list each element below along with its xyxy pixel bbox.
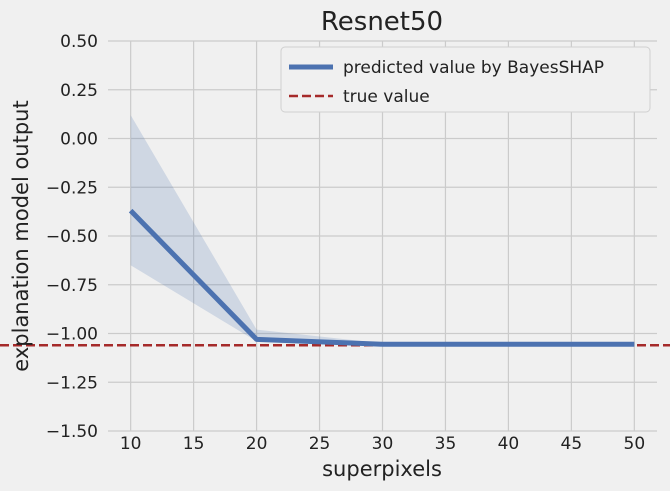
x-tick-label: 40 bbox=[498, 434, 520, 454]
x-tick-label: 25 bbox=[309, 434, 331, 454]
x-tick-label: 30 bbox=[372, 434, 394, 454]
y-tick-label: −1.25 bbox=[46, 373, 98, 393]
legend-box bbox=[280, 46, 651, 113]
y-tick-label: −1.00 bbox=[46, 325, 98, 345]
x-tick-labels: 10 15 20 25 30 35 40 45 50 bbox=[120, 434, 645, 454]
x-tick-label: 10 bbox=[120, 434, 142, 454]
y-tick-label: 0.50 bbox=[60, 32, 98, 52]
series-lines bbox=[0, 208, 670, 347]
y-tick-label: 0.25 bbox=[60, 81, 98, 101]
x-tick-label: 15 bbox=[183, 434, 205, 454]
y-tick-label: −1.50 bbox=[46, 422, 98, 442]
x-tick-label: 35 bbox=[435, 434, 457, 454]
x-axis-label: superpixels bbox=[322, 457, 442, 481]
y-axis-label: explanation model output bbox=[9, 100, 33, 371]
y-tick-label: −0.75 bbox=[46, 276, 98, 296]
y-tick-label: −0.50 bbox=[46, 227, 98, 247]
y-tick-label: −0.25 bbox=[46, 178, 98, 198]
y-tick-labels: −1.50 −1.25 −1.00 −0.75 −0.50 −0.25 0.00 0.25 0.… bbox=[46, 32, 98, 442]
legend: predicted value by BayesSHAP true value bbox=[280, 46, 651, 113]
y-tick-label: 0.00 bbox=[60, 130, 98, 150]
chart-title: Resnet50 bbox=[321, 7, 443, 37]
x-tick-label: 50 bbox=[624, 434, 646, 454]
legend-label-predicted: predicted value by BayesSHAP bbox=[343, 58, 604, 78]
x-tick-label: 45 bbox=[561, 434, 583, 454]
x-tick-label: 20 bbox=[246, 434, 268, 454]
legend-label-true: true value bbox=[343, 87, 430, 107]
